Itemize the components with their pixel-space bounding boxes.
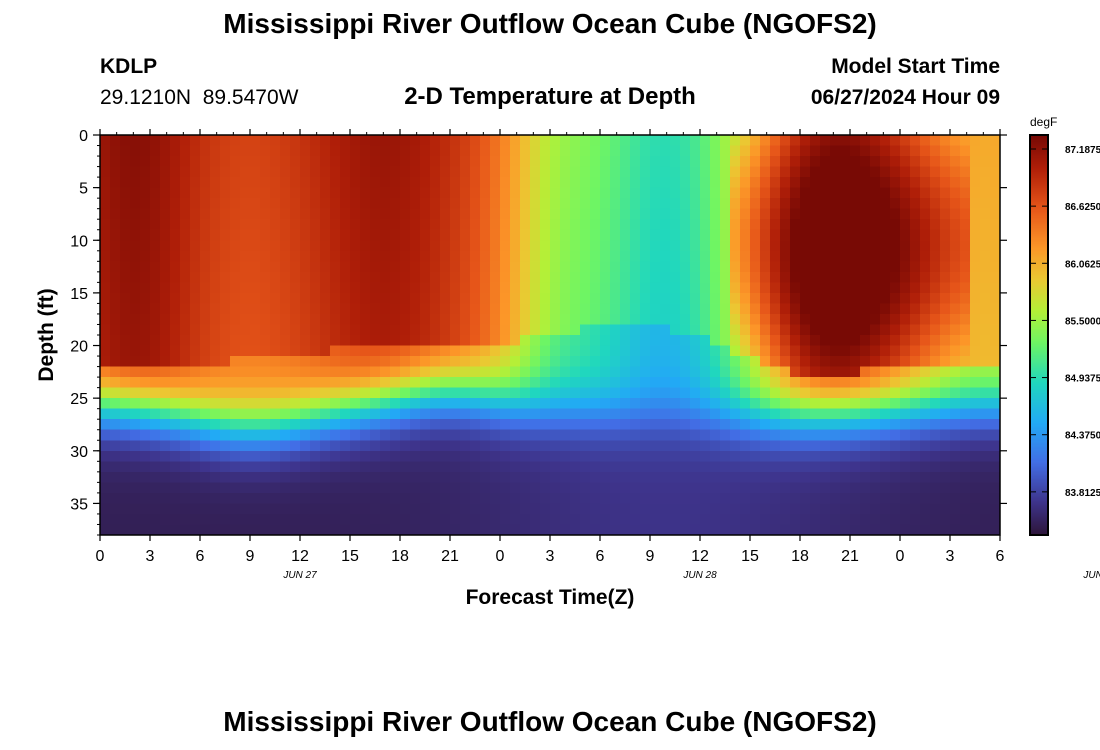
- colorbar-label: 87.1875: [1065, 145, 1100, 156]
- x-tick-label: 6: [596, 548, 605, 565]
- heatmap-image: [100, 135, 1000, 535]
- date-label: JUN 27: [282, 570, 317, 581]
- colorbar-label: 84.9375: [1065, 374, 1100, 385]
- x-tick-label: 12: [691, 548, 709, 565]
- date-label: JUN 28: [682, 570, 717, 581]
- colorbar-label: 85.5000: [1065, 316, 1100, 327]
- x-tick-label: 6: [996, 548, 1005, 565]
- x-tick-label: 6: [196, 548, 205, 565]
- x-tick-label: 0: [496, 548, 505, 565]
- x-tick-label: 21: [441, 548, 459, 565]
- model-start-value: 06/27/2024 Hour 09: [810, 86, 1000, 109]
- y-tick-label: 30: [70, 444, 88, 461]
- colorbar-label: 83.8125: [1065, 488, 1100, 499]
- colorbar-label: 86.6250: [1065, 202, 1100, 213]
- date-label: JUN 29: [1082, 570, 1100, 581]
- y-axis-label: Depth (ft): [35, 288, 58, 381]
- temperature-depth-chart: 0 3 6 9 12 15 18 21 0 3 6 9 12 15 18 21 0 3 6 JUN 27 JUN 28 J…: [35, 115, 1100, 609]
- x-tick-label: 3: [946, 548, 955, 565]
- y-tick-label: 25: [70, 391, 88, 408]
- colorbar-unit: degF: [1030, 115, 1057, 129]
- y-tick-label: 15: [70, 286, 88, 303]
- station-coordinates: 29.1210N 89.5470W: [100, 86, 299, 109]
- page-title: Mississippi River Outflow Ocean Cube (NG…: [223, 8, 877, 39]
- x-tick-label: 15: [741, 548, 759, 565]
- colorbar-ticks: 87.1875 86.6250 86.0625 85.5000 84.9375 84.37…: [1030, 145, 1100, 499]
- x-tick-label: 9: [246, 548, 255, 565]
- x-axis: 0 3 6 9 12 15 18 21 0 3 6 9 12 15 18 21 0 3 6 JUN 27 JUN 28 J…: [96, 129, 1100, 581]
- colorbar-frame: [1029, 134, 1049, 536]
- x-tick-label: 18: [391, 548, 409, 565]
- y-tick-label: 0: [79, 128, 88, 145]
- x-tick-label: 15: [341, 548, 359, 565]
- y-tick-label: 5: [79, 181, 88, 198]
- colorbar: degF 87.1875 86.6250 86.0625 85.5000 84.9375…: [1029, 115, 1100, 536]
- y-axis: 0 5 10 15 20 25 30 35: [70, 128, 1007, 536]
- x-tick-label: 3: [546, 548, 555, 565]
- colorbar-gradient: [1030, 135, 1048, 535]
- model-start-label: Model Start Time: [831, 55, 1000, 78]
- colorbar-label: 84.3750: [1065, 431, 1100, 442]
- footer-title: Mississippi River Outflow Ocean Cube (NG…: [223, 706, 877, 737]
- x-tick-label: 12: [291, 548, 309, 565]
- x-tick-label: 3: [146, 548, 155, 565]
- x-tick-label: 9: [646, 548, 655, 565]
- heatmap-field: [100, 135, 1000, 535]
- x-axis-label: Forecast Time(Z): [466, 586, 635, 609]
- chart-subtitle: 2-D Temperature at Depth: [404, 83, 696, 110]
- station-id: KDLP: [100, 55, 158, 78]
- y-tick-label: 10: [70, 233, 88, 250]
- x-tick-label: 21: [841, 548, 859, 565]
- x-tick-label: 0: [96, 548, 105, 565]
- x-tick-label: 18: [791, 548, 809, 565]
- x-tick-label: 0: [896, 548, 905, 565]
- y-tick-label: 35: [70, 496, 88, 513]
- colorbar-label: 86.0625: [1065, 259, 1100, 270]
- y-tick-label: 20: [70, 339, 88, 356]
